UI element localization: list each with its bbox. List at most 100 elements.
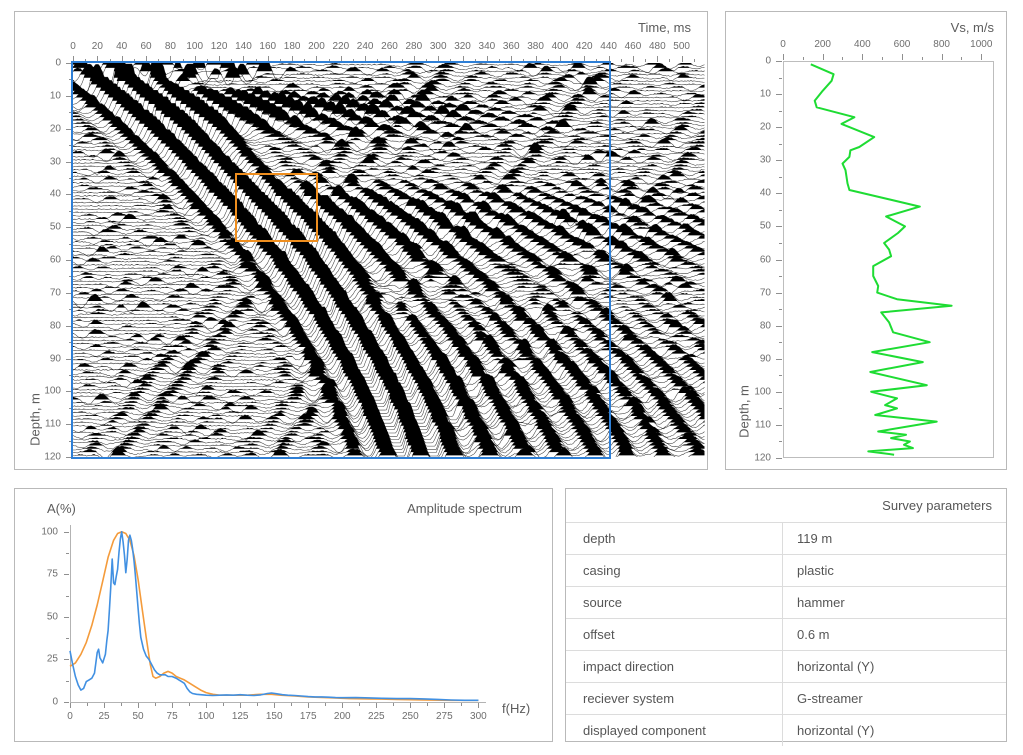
x-minor-tick: [393, 703, 395, 706]
y-tick-label: 120: [754, 452, 771, 464]
spectrum-curve-blue: [69, 530, 479, 702]
x-minor-tick: [426, 59, 428, 62]
y-tick: [66, 391, 72, 393]
y-tick-label: 120: [44, 451, 61, 463]
y-minor-tick: [779, 441, 782, 443]
y-tick-label: 40: [759, 187, 771, 199]
x-minor-tick: [596, 59, 598, 62]
x-tick-label: 460: [624, 41, 642, 52]
x-tick-label: 100: [197, 711, 215, 722]
y-tick-label: 80: [759, 320, 771, 332]
x-tick-label: 280: [405, 41, 423, 52]
x-minor-tick: [109, 59, 111, 62]
y-tick: [64, 574, 69, 576]
y-tick-label: 90: [759, 353, 771, 365]
seismogram-plot[interactable]: [73, 63, 706, 457]
y-tick-label: 50: [759, 220, 771, 232]
y-minor-tick: [779, 143, 782, 145]
x-tick: [342, 703, 344, 708]
y-tick: [776, 61, 782, 62]
table-row: depth 119 m: [566, 522, 1006, 554]
param-value: hammer: [782, 587, 1006, 618]
param-label: casing: [583, 563, 621, 578]
param-label: source: [583, 595, 623, 610]
param-label: impact direction: [583, 659, 675, 674]
x-tick: [941, 54, 943, 60]
y-tick: [64, 659, 69, 661]
x-minor-tick: [401, 59, 403, 62]
table-row: offset 0.6 m: [566, 618, 1006, 650]
x-tick-label: 0: [70, 41, 76, 52]
x-minor-tick: [231, 59, 233, 62]
x-tick-label: 400: [551, 41, 569, 52]
y-minor-tick: [69, 145, 72, 147]
x-minor-tick: [291, 703, 293, 706]
x-tick: [316, 56, 318, 62]
y-tick-label: 20: [759, 121, 771, 133]
selection-orange[interactable]: [235, 172, 319, 243]
y-tick-label: 100: [44, 385, 61, 397]
x-tick: [104, 703, 106, 708]
x-minor-tick: [223, 703, 225, 706]
x-minor-tick: [547, 59, 549, 62]
x-tick: [584, 56, 586, 62]
x-tick: [389, 56, 391, 62]
vs-profile-plot: [810, 63, 953, 456]
x-minor-tick: [620, 59, 622, 62]
x-minor-tick: [325, 703, 327, 706]
param-label: reciever system: [583, 691, 675, 706]
x-tick: [981, 54, 983, 60]
x-tick: [535, 56, 537, 62]
y-tick-label: 20: [49, 123, 61, 135]
x-minor-tick: [121, 703, 123, 706]
x-minor-tick: [961, 57, 963, 60]
spectrum-x-axis: [70, 702, 486, 703]
y-tick-label: 60: [759, 254, 771, 265]
x-tick: [243, 56, 245, 62]
x-minor-tick: [189, 703, 191, 706]
y-tick: [776, 358, 782, 360]
y-minor-tick: [779, 342, 782, 344]
y-minor-tick: [69, 309, 72, 311]
survey-table: depth 119 m casing plastic source hammer offse…: [566, 522, 1006, 746]
param-value: 0.6 m: [782, 619, 1006, 650]
y-tick: [776, 127, 782, 129]
spectrum-curve-orange: [69, 530, 479, 702]
y-tick-label: 60: [49, 254, 61, 266]
x-tick: [822, 54, 824, 60]
x-tick-label: 300: [429, 41, 447, 52]
table-row: source hammer: [566, 586, 1006, 618]
y-tick: [66, 457, 72, 458]
selection-blue[interactable]: [71, 61, 611, 459]
y-tick: [66, 358, 72, 360]
x-tick-label: 380: [527, 41, 544, 52]
x-tick: [73, 56, 74, 62]
x-tick: [292, 56, 294, 62]
x-tick-label: 0: [780, 39, 786, 50]
x-tick-label: 440: [600, 41, 617, 52]
x-tick: [681, 56, 683, 62]
x-minor-tick: [182, 59, 184, 62]
y-tick: [66, 260, 72, 261]
table-row: casing plastic: [566, 554, 1006, 586]
y-minor-tick: [779, 309, 782, 311]
x-tick: [170, 56, 172, 62]
x-tick: [97, 56, 99, 62]
y-tick-label: 110: [45, 418, 61, 430]
y-tick-label: 70: [759, 287, 771, 299]
x-tick: [410, 703, 412, 708]
x-minor-tick: [206, 59, 208, 62]
x-tick-label: 400: [853, 39, 871, 50]
x-tick-label: 125: [231, 711, 249, 722]
param-value: plastic: [782, 555, 1006, 586]
x-tick-label: 420: [575, 41, 593, 52]
param-value: horizontal (Y): [782, 651, 1006, 682]
depth-axis-label: Depth, m: [736, 385, 752, 438]
x-minor-tick: [474, 59, 476, 62]
y-tick-label: 10: [759, 88, 771, 100]
y-tick-label: 110: [755, 419, 771, 431]
y-tick: [64, 531, 69, 533]
x-tick: [340, 56, 342, 62]
x-tick: [240, 703, 242, 708]
